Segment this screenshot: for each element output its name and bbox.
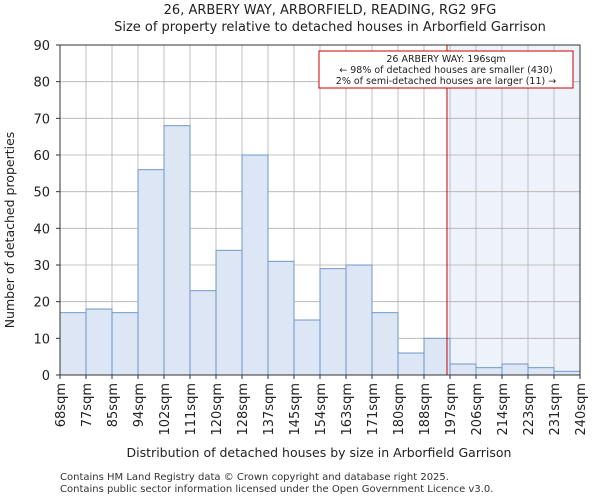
x-tick-label: 223sqm [522, 383, 537, 436]
histogram-bar [267, 260, 295, 376]
histogram-bar [163, 125, 191, 376]
y-tick-label: 90 [33, 39, 50, 54]
y-tick-label: 80 [33, 76, 50, 91]
histogram-bar [85, 308, 113, 376]
histogram-bar [111, 312, 139, 376]
x-tick-label: 102sqm [158, 383, 173, 436]
x-tick-label: 231sqm [548, 383, 563, 436]
x-tick-label: 137sqm [262, 383, 277, 436]
x-tick-label: 68sqm [54, 383, 69, 427]
histogram-bar [553, 370, 581, 376]
histogram-bar [345, 264, 373, 376]
y-tick-label: 20 [33, 296, 50, 311]
histogram-bar [241, 154, 269, 376]
histogram-bar [371, 312, 399, 376]
x-tick-label: 197sqm [444, 383, 459, 436]
histogram-bar [319, 268, 347, 376]
y-tick-label: 70 [33, 112, 50, 127]
x-tick-label: 180sqm [392, 383, 407, 436]
histogram-bar [293, 319, 321, 376]
histogram-bar [527, 367, 555, 376]
histogram-bar [501, 363, 529, 376]
annotation-box [318, 50, 574, 89]
x-tick-label: 85sqm [106, 383, 121, 427]
y-tick-label: 40 [33, 222, 50, 237]
y-tick-label: 10 [33, 332, 50, 347]
histogram-bar [215, 249, 243, 376]
histogram-bar [59, 312, 87, 376]
y-tick-label: 0 [42, 369, 50, 384]
x-tick-label: 128sqm [236, 383, 251, 436]
annotation-text: 2% of semi-detached houses are larger (1… [336, 76, 556, 87]
histogram-bar [397, 352, 425, 376]
x-tick-label: 171sqm [366, 383, 381, 436]
x-tick-label: 77sqm [80, 383, 95, 427]
x-tick-label: 188sqm [418, 383, 433, 436]
x-tick-label: 111sqm [184, 383, 199, 436]
x-tick-label: 120sqm [210, 383, 225, 436]
x-tick-label: 154sqm [314, 383, 329, 436]
highlight-region [446, 45, 580, 375]
histogram-bar [475, 367, 503, 376]
chart-title: 26, ARBERY WAY, ARBORFIELD, READING, RG2… [164, 3, 497, 18]
x-tick-label: 163sqm [340, 383, 355, 436]
histogram-bar [137, 169, 165, 376]
x-tick-label: 94sqm [132, 383, 147, 427]
x-tick-label: 214sqm [496, 383, 511, 436]
histogram-bar [449, 363, 477, 376]
histogram-bar [423, 337, 451, 376]
annotation-text: ← 98% of detached houses are smaller (43… [339, 65, 552, 76]
footer-licence: Contains public sector information licen… [60, 484, 494, 495]
x-axis-label: Distribution of detached houses by size … [127, 445, 512, 460]
y-axis-label: Number of detached properties [2, 132, 17, 329]
chart-subtitle: Size of property relative to detached ho… [114, 20, 546, 35]
y-tick-label: 60 [33, 149, 50, 164]
x-tick-label: 240sqm [574, 383, 589, 436]
histogram-bar [189, 290, 217, 376]
x-tick-label: 145sqm [288, 383, 303, 436]
y-tick-label: 50 [33, 186, 50, 201]
footer-copyright: Contains HM Land Registry data © Crown c… [60, 472, 449, 483]
annotation-text: 26 ARBERY WAY: 196sqm [386, 54, 505, 65]
x-tick-label: 206sqm [470, 383, 485, 436]
y-tick-label: 30 [33, 259, 50, 274]
